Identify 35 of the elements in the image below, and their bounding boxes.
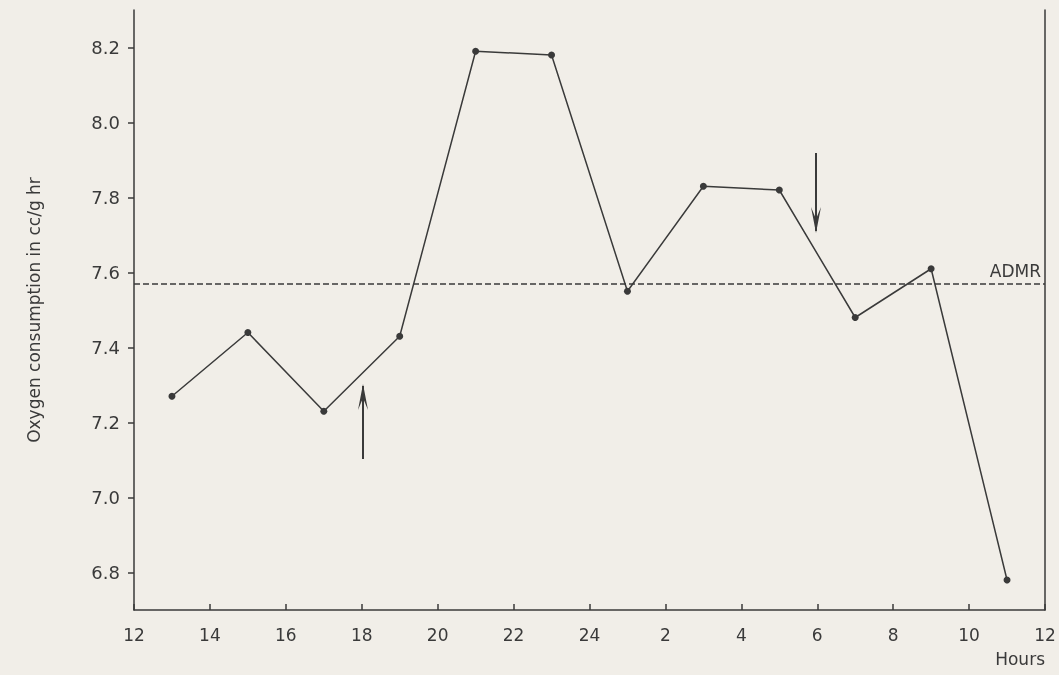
point <box>927 265 935 273</box>
x-tick-label: 24 <box>578 624 601 645</box>
y-tick-label: 7.4 <box>91 337 120 358</box>
y-axis-title: Oxygen consumption in cc/g hr <box>23 177 44 443</box>
point <box>548 51 556 59</box>
x-axis-title: Hours <box>995 648 1046 669</box>
x-tick-label: 10 <box>958 624 980 645</box>
ref-line-label: ADMR <box>989 261 1042 282</box>
x-tick-label: 14 <box>199 624 221 645</box>
x-tick-label: 12 <box>1034 624 1056 645</box>
x-tick-label: 8 <box>887 624 899 645</box>
y-tick-label: 6.8 <box>91 562 120 583</box>
x-tick-label: 6 <box>811 624 823 645</box>
point <box>699 182 707 190</box>
x-tick-label: 18 <box>350 624 373 645</box>
y-tick-label: 7.2 <box>91 412 120 433</box>
point <box>623 287 631 295</box>
x-tick-label: 16 <box>275 624 297 645</box>
y-tick-label: 7.8 <box>91 187 120 208</box>
point <box>472 47 480 55</box>
point <box>851 314 859 321</box>
point <box>396 332 404 340</box>
x-tick-label: 22 <box>502 624 525 645</box>
x-tick-label: 20 <box>426 624 449 645</box>
point <box>775 186 783 194</box>
y-tick-label: 8.0 <box>91 112 120 133</box>
y-tick-label: 8.2 <box>91 37 120 58</box>
y-tick-label: 7.6 <box>91 262 120 283</box>
y-tick-label: 7.0 <box>91 487 120 508</box>
point <box>320 407 328 415</box>
x-tick-label: 4 <box>735 624 747 645</box>
x-tick-label: 12 <box>123 624 145 645</box>
point <box>244 329 252 336</box>
point <box>168 392 176 400</box>
x-tick-label: 2 <box>660 624 671 645</box>
